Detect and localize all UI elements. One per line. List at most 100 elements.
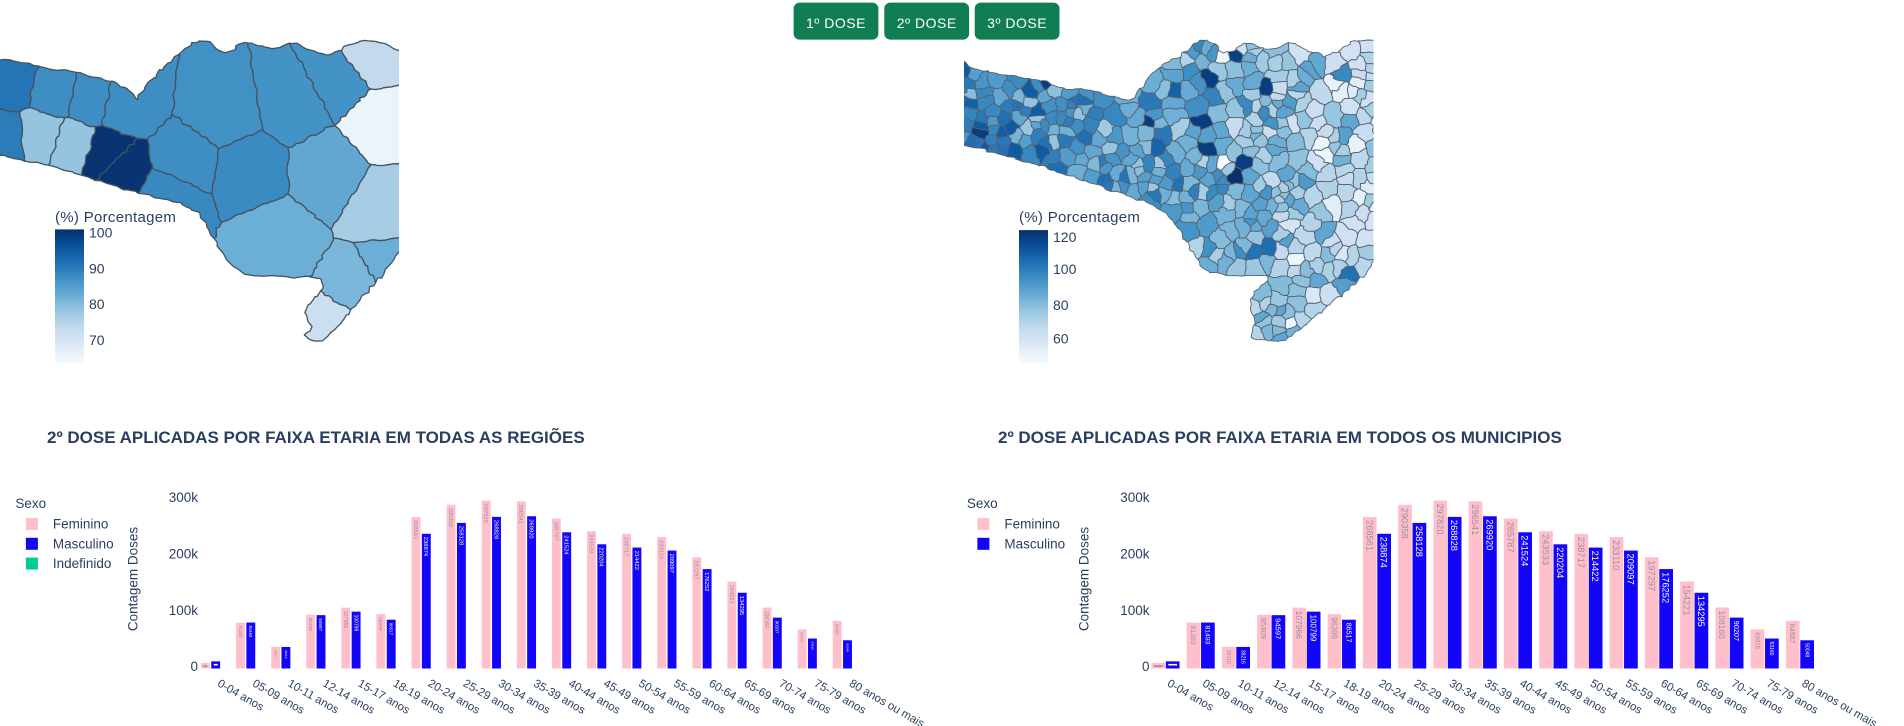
svg-text:108160: 108160 (1717, 611, 1727, 640)
svg-text:100: 100 (1053, 261, 1077, 277)
svg-text:Sexo: Sexo (967, 496, 998, 511)
svg-text:Feminino: Feminino (1004, 517, 1060, 532)
svg-text:38316: 38316 (274, 650, 278, 659)
svg-text:84587: 84587 (835, 624, 840, 637)
svg-text:200k: 200k (169, 546, 199, 561)
svg-text:69416: 69416 (1753, 632, 1759, 649)
svg-text:134295: 134295 (738, 596, 744, 615)
svg-text:107966: 107966 (1294, 611, 1304, 640)
svg-text:154221: 154221 (1682, 585, 1692, 616)
svg-text:Sexo: Sexo (15, 496, 46, 511)
svg-text:96399: 96399 (1330, 617, 1339, 639)
svg-text:120: 120 (1053, 229, 1077, 245)
svg-text:0: 0 (1142, 659, 1150, 674)
svg-text:297820: 297820 (482, 504, 488, 523)
svg-text:134295: 134295 (1696, 596, 1706, 627)
svg-text:220204: 220204 (1555, 547, 1565, 578)
svg-text:Contagem Doses: Contagem Doses (126, 527, 141, 632)
svg-text:38216: 38216 (284, 650, 288, 659)
svg-text:297820: 297820 (1435, 504, 1445, 535)
svg-text:238874: 238874 (1379, 537, 1389, 568)
svg-text:100799: 100799 (1309, 615, 1318, 642)
svg-text:241524: 241524 (1520, 535, 1530, 566)
svg-text:268828: 268828 (1449, 520, 1459, 551)
svg-text:81493: 81493 (248, 626, 253, 638)
svg-text:290358: 290358 (1400, 508, 1410, 539)
svg-text:176252: 176252 (703, 572, 709, 591)
svg-text:290358: 290358 (447, 508, 453, 527)
svg-text:265787: 265787 (552, 522, 558, 541)
svg-text:241524: 241524 (563, 535, 569, 555)
svg-text:300k: 300k (1120, 490, 1150, 505)
svg-text:53160: 53160 (1768, 642, 1774, 656)
svg-text:269920: 269920 (1485, 519, 1495, 550)
svg-text:197297: 197297 (693, 560, 699, 579)
svg-text:70: 70 (89, 332, 105, 348)
svg-text:2º DOSE APLICADAS POR FAIXA ET: 2º DOSE APLICADAS POR FAIXA ETARIA EM TO… (998, 428, 1562, 447)
svg-text:94597: 94597 (1274, 618, 1283, 639)
svg-text:69416: 69416 (800, 632, 804, 642)
svg-text:2º DOSE: 2º DOSE (897, 15, 957, 31)
svg-text:238874: 238874 (422, 537, 428, 557)
svg-text:(%) Porcentagem: (%) Porcentagem (55, 209, 176, 226)
svg-text:100: 100 (89, 225, 113, 241)
svg-text:95309: 95309 (307, 618, 313, 632)
svg-text:300k: 300k (169, 490, 199, 505)
svg-text:94597: 94597 (318, 618, 323, 631)
svg-text:38316: 38316 (1225, 650, 1231, 664)
svg-text:86517: 86517 (1344, 623, 1352, 643)
svg-text:100799: 100799 (352, 615, 358, 632)
svg-text:258128: 258128 (1414, 526, 1424, 557)
svg-text:53160: 53160 (810, 642, 814, 651)
svg-text:176252: 176252 (1661, 572, 1671, 603)
svg-text:50048: 50048 (845, 643, 849, 652)
svg-text:268561: 268561 (412, 520, 418, 539)
svg-text:214422: 214422 (633, 551, 639, 570)
svg-text:84587: 84587 (1788, 624, 1795, 644)
svg-text:60: 60 (1053, 331, 1069, 347)
svg-text:200k: 200k (1120, 546, 1150, 561)
svg-text:0: 0 (190, 659, 198, 674)
svg-text:81283: 81283 (1189, 626, 1196, 645)
svg-text:269920: 269920 (528, 519, 534, 538)
svg-text:154221: 154221 (728, 585, 734, 604)
svg-text:90207: 90207 (775, 621, 780, 634)
svg-text:268828: 268828 (492, 520, 498, 539)
svg-text:209097: 209097 (1626, 554, 1636, 585)
svg-text:296541: 296541 (1470, 504, 1480, 535)
svg-text:86517: 86517 (389, 623, 394, 636)
svg-text:95309: 95309 (1259, 618, 1268, 639)
svg-text:258128: 258128 (457, 526, 463, 545)
svg-text:90: 90 (89, 260, 105, 276)
svg-text:2º DOSE APLICADAS POR FAIXA ET: 2º DOSE APLICADAS POR FAIXA ETARIA EM TO… (47, 427, 585, 447)
svg-text:220204: 220204 (598, 547, 604, 567)
svg-text:Feminino: Feminino (53, 517, 109, 532)
svg-text:Masculino: Masculino (1004, 536, 1065, 551)
svg-text:233110: 233110 (1611, 540, 1621, 570)
svg-text:96399: 96399 (377, 617, 383, 631)
svg-text:238717: 238717 (1576, 537, 1586, 568)
svg-text:(%) Porcentagem: (%) Porcentagem (1019, 209, 1140, 226)
svg-text:3º DOSE: 3º DOSE (987, 15, 1047, 31)
svg-text:108160: 108160 (763, 611, 769, 629)
svg-text:107966: 107966 (342, 611, 348, 629)
svg-text:243533: 243533 (587, 534, 593, 553)
svg-text:209097: 209097 (668, 554, 674, 573)
svg-text:81283: 81283 (238, 626, 243, 638)
svg-text:Contagem Doses: Contagem Doses (1077, 527, 1092, 632)
svg-text:197297: 197297 (1646, 560, 1656, 591)
svg-text:90207: 90207 (1732, 621, 1741, 642)
svg-text:265787: 265787 (1505, 522, 1515, 553)
svg-text:Masculino: Masculino (53, 536, 114, 551)
svg-text:268561: 268561 (1364, 520, 1374, 551)
svg-text:100k: 100k (1120, 603, 1150, 618)
svg-text:233110: 233110 (658, 540, 664, 559)
svg-text:214422: 214422 (1590, 551, 1600, 582)
svg-text:100k: 100k (169, 603, 199, 618)
svg-text:80: 80 (1053, 297, 1069, 313)
svg-text:80: 80 (89, 296, 105, 312)
svg-text:81493: 81493 (1203, 626, 1210, 645)
svg-text:50048: 50048 (1803, 643, 1809, 657)
svg-text:Indefinido: Indefinido (53, 556, 112, 571)
svg-text:38216: 38216 (1239, 650, 1245, 664)
